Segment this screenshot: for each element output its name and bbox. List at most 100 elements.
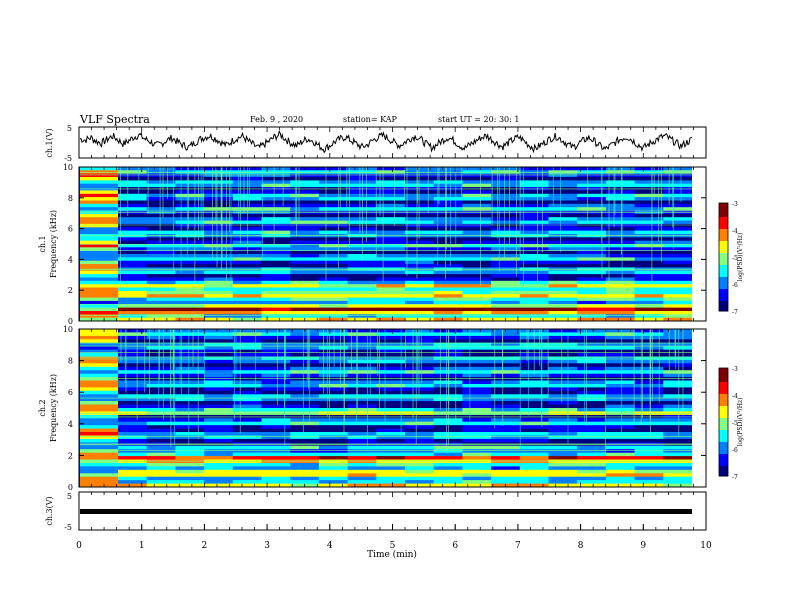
spectrogram-cell	[118, 449, 148, 453]
spectrogram-cell	[232, 377, 262, 381]
spectrogram-cell	[605, 445, 636, 450]
spectrogram-cell	[462, 456, 492, 460]
colorbar-tick-label: -4	[732, 393, 738, 400]
spectrogram-cell	[634, 438, 664, 443]
spectrogram-cell	[519, 432, 549, 436]
spectrogram-cell	[118, 314, 148, 318]
spectrogram-cell	[663, 411, 693, 416]
spectrogram-cell	[462, 173, 492, 178]
colorbar-cell	[719, 295, 728, 298]
spectrogram-cell	[663, 359, 693, 364]
spectrogram-cell	[80, 425, 118, 429]
spectrogram-cell	[347, 260, 377, 265]
spectrogram-cell	[376, 387, 406, 392]
spectrogram-cell	[318, 359, 349, 364]
spectrogram-cell	[175, 483, 205, 488]
spectrogram-cell	[491, 469, 521, 474]
spectrogram-cell	[663, 240, 693, 245]
spectrogram-cell	[577, 397, 607, 402]
spectrogram-cell	[663, 363, 693, 368]
ch3-axis-label: ch.3(V)	[45, 496, 54, 525]
spectrogram-cell	[491, 230, 521, 235]
spectrogram-cell	[548, 183, 578, 188]
spectrogram-cell	[232, 353, 262, 357]
spectrogram-cell	[347, 317, 377, 322]
spectrogram-cell	[634, 294, 664, 298]
spectrogram-cell	[663, 483, 693, 488]
spectrogram-cell	[146, 167, 176, 171]
spectrogram-cell	[577, 217, 607, 221]
spectrogram-cell	[405, 332, 435, 337]
spectrogram-cell	[462, 359, 492, 364]
spectrogram-cell	[232, 311, 262, 315]
spectrogram-cell	[519, 483, 549, 488]
spectrogram-cell	[634, 366, 664, 371]
spectrogram-cell	[634, 445, 664, 450]
spectrogram-cell	[347, 452, 377, 457]
spectrogram-cell	[491, 190, 521, 195]
colorbar-cell	[719, 259, 728, 262]
spectrogram-cell	[290, 438, 320, 443]
colorbar-cell	[719, 243, 728, 246]
spectrogram-cell	[462, 254, 492, 258]
spectrogram-cell	[491, 284, 521, 288]
spectrogram-cell	[290, 346, 320, 350]
spectrogram-cell	[548, 294, 578, 298]
y-tick-label: 0	[68, 317, 73, 326]
spectrogram-cell	[462, 466, 492, 471]
spectrogram-cell	[175, 304, 205, 308]
spectrogram-cell	[290, 418, 320, 423]
spectrogram-cell	[318, 401, 349, 405]
spectrogram-cell	[405, 317, 435, 322]
spectrogram-cell	[80, 384, 118, 388]
spectrogram-cell	[491, 421, 521, 426]
spectrogram-cell	[491, 240, 521, 245]
spectrogram-cell	[519, 452, 549, 457]
spectrogram-cell	[491, 418, 521, 423]
spectrogram-cell	[175, 213, 205, 218]
spectrogram-cell	[491, 244, 521, 248]
spectrogram-cell	[318, 254, 349, 258]
spectrogram-cell	[80, 260, 118, 265]
spectrogram-cell	[519, 445, 549, 450]
spectrogram-cell	[663, 428, 693, 433]
spectrogram-cell	[290, 401, 320, 405]
spectrogram-cell	[577, 167, 607, 171]
spectrogram-cell	[290, 387, 320, 392]
spectrogram-cell	[261, 290, 291, 295]
spectrogram-cell	[462, 244, 492, 248]
spectrogram-cell	[605, 200, 636, 205]
spectrogram-cell	[491, 200, 521, 205]
spectrogram-cell	[80, 435, 118, 440]
spectrogram-cell	[261, 418, 291, 423]
y-tick-label: 6	[68, 388, 73, 397]
spectrogram-cell	[577, 287, 607, 292]
spectrogram-cell	[261, 203, 291, 208]
spectrogram-cell	[548, 240, 578, 245]
spectrogram-blank	[692, 167, 706, 321]
spectrogram-cell	[261, 173, 291, 178]
spectrogram-cell	[290, 220, 320, 225]
spectrogram-cell	[577, 237, 607, 241]
spectrogram-cell	[146, 227, 176, 231]
spectrogram-cell	[405, 203, 435, 208]
spectrogram-cell	[204, 217, 234, 221]
spectrogram-cell	[376, 456, 406, 460]
spectrogram-cell	[577, 250, 607, 255]
spectrogram-cell	[232, 335, 262, 340]
spectrogram-cell	[634, 270, 664, 275]
spectrogram-cell	[519, 373, 549, 378]
spectrogram-cell	[80, 230, 118, 235]
spectrogram-cell	[146, 349, 176, 354]
spectrogram-cell	[232, 317, 262, 322]
spectrogram-cell	[261, 377, 291, 381]
spectrogram-cell	[118, 197, 148, 201]
spectrogram-cell	[347, 377, 377, 381]
spectrogram-cell	[491, 207, 521, 211]
spectrogram-cell	[146, 366, 176, 371]
spectrogram-cell	[175, 317, 205, 322]
spectrogram-cell	[290, 404, 320, 409]
spectrogram-cell	[80, 408, 118, 412]
spectrogram-cell	[605, 435, 636, 440]
